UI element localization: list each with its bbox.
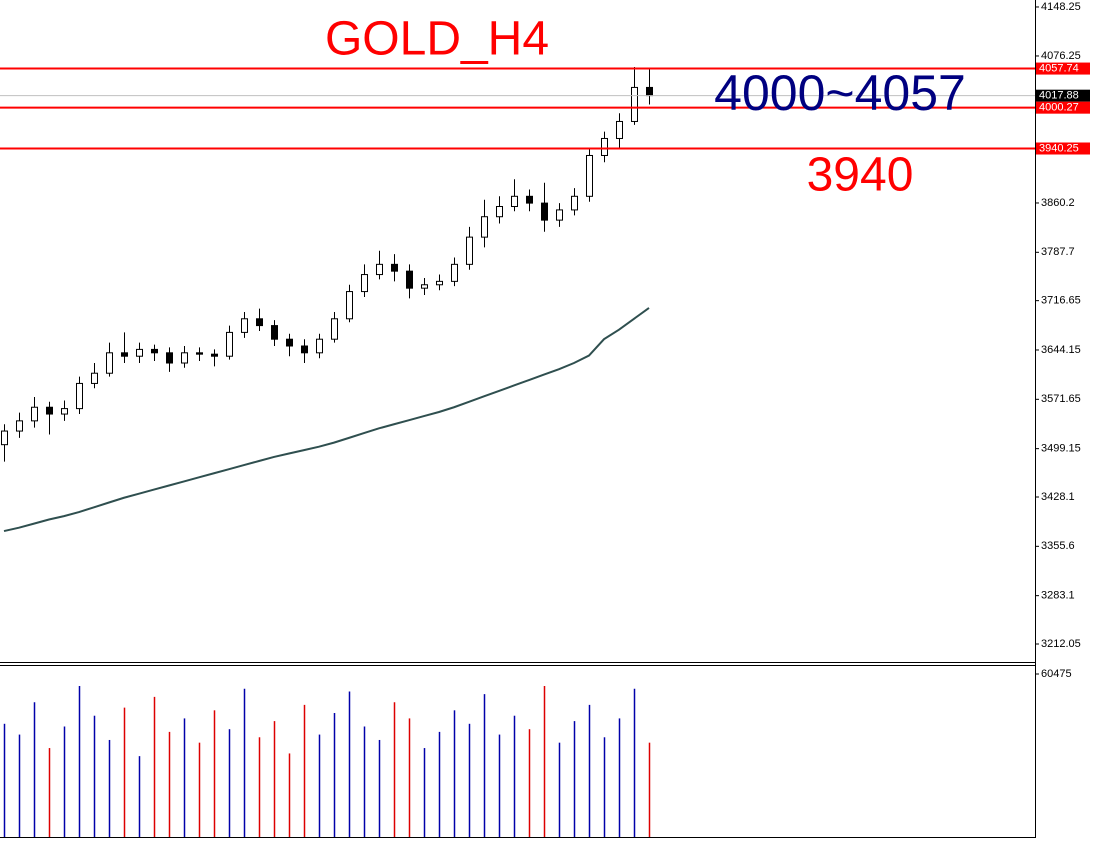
candle-body	[436, 280, 443, 286]
candle-body	[106, 352, 113, 374]
y-tick-label: 3644.15	[1041, 344, 1081, 356]
candle-body	[136, 348, 143, 357]
candle-body	[316, 338, 323, 354]
candle-body	[481, 216, 488, 238]
y-tick-label: 4076.25	[1041, 50, 1081, 62]
annotation: 4000~4057	[714, 65, 966, 121]
y-tick-label: 3571.65	[1041, 393, 1081, 405]
candle-body	[451, 263, 458, 282]
candle-body	[91, 372, 98, 384]
y-tick-label: 3860.2	[1041, 197, 1075, 209]
annotation: GOLD_H4	[325, 13, 549, 66]
candle-body	[226, 331, 233, 357]
candle-body	[466, 236, 473, 265]
level-line-label-box	[1036, 62, 1090, 75]
moving-average	[3, 307, 650, 533]
candle-body	[346, 291, 353, 320]
y-tick-label: 4148.25	[1041, 1, 1081, 13]
y-tick-label: 3499.15	[1041, 443, 1081, 455]
candle-body	[616, 120, 623, 139]
candle-body	[421, 284, 428, 289]
candle-body	[166, 352, 173, 364]
current-price-line-label: 4017.88	[1039, 90, 1079, 102]
candle-body	[526, 195, 533, 204]
candle-body	[391, 263, 398, 272]
candle-body	[46, 406, 53, 415]
candle-body	[121, 352, 128, 357]
candle-body	[241, 318, 248, 333]
candle-body	[301, 345, 308, 354]
candle-body	[541, 202, 548, 221]
candle-body	[196, 352, 203, 355]
annotation: 3940	[807, 149, 914, 202]
candle-body	[31, 406, 38, 422]
candle-body	[76, 382, 83, 410]
candle-body	[511, 195, 518, 208]
candle-body	[631, 86, 638, 122]
level-line-label: 4057.74	[1039, 62, 1079, 74]
y-tick-label: 3283.1	[1041, 590, 1075, 602]
candle-body	[256, 318, 263, 327]
candle-body	[496, 206, 503, 218]
current-price-line-label-box	[1036, 89, 1090, 102]
candle-body	[586, 154, 593, 197]
candle-body	[601, 137, 608, 156]
candle-body	[151, 348, 158, 354]
y-tick-label: 3428.1	[1041, 491, 1075, 503]
candle-body	[286, 338, 293, 347]
candle-body	[1, 430, 8, 446]
candle-body	[556, 209, 563, 221]
candle-body	[16, 420, 23, 432]
candle-body	[211, 353, 218, 357]
candle-body	[61, 408, 68, 415]
candle-body	[646, 86, 653, 97]
candle-body	[571, 195, 578, 211]
y-tick-label: 3355.6	[1041, 540, 1075, 552]
candle-body	[181, 352, 188, 364]
level-line-label: 3940.25	[1039, 142, 1079, 154]
level-line-label-box	[1036, 142, 1090, 155]
candle-body	[376, 263, 383, 276]
candle-body	[361, 274, 368, 293]
candle-body	[406, 270, 413, 289]
volume-tick-label: 60475	[1041, 668, 1072, 680]
candle-body	[271, 325, 278, 340]
level-line-label: 4000.27	[1039, 102, 1079, 114]
y-tick-label: 3787.7	[1041, 246, 1075, 258]
candle-body	[331, 318, 338, 340]
y-tick-label: 3716.65	[1041, 295, 1081, 307]
y-tick-label: 3212.05	[1041, 638, 1081, 650]
level-line-label-box	[1036, 101, 1090, 114]
